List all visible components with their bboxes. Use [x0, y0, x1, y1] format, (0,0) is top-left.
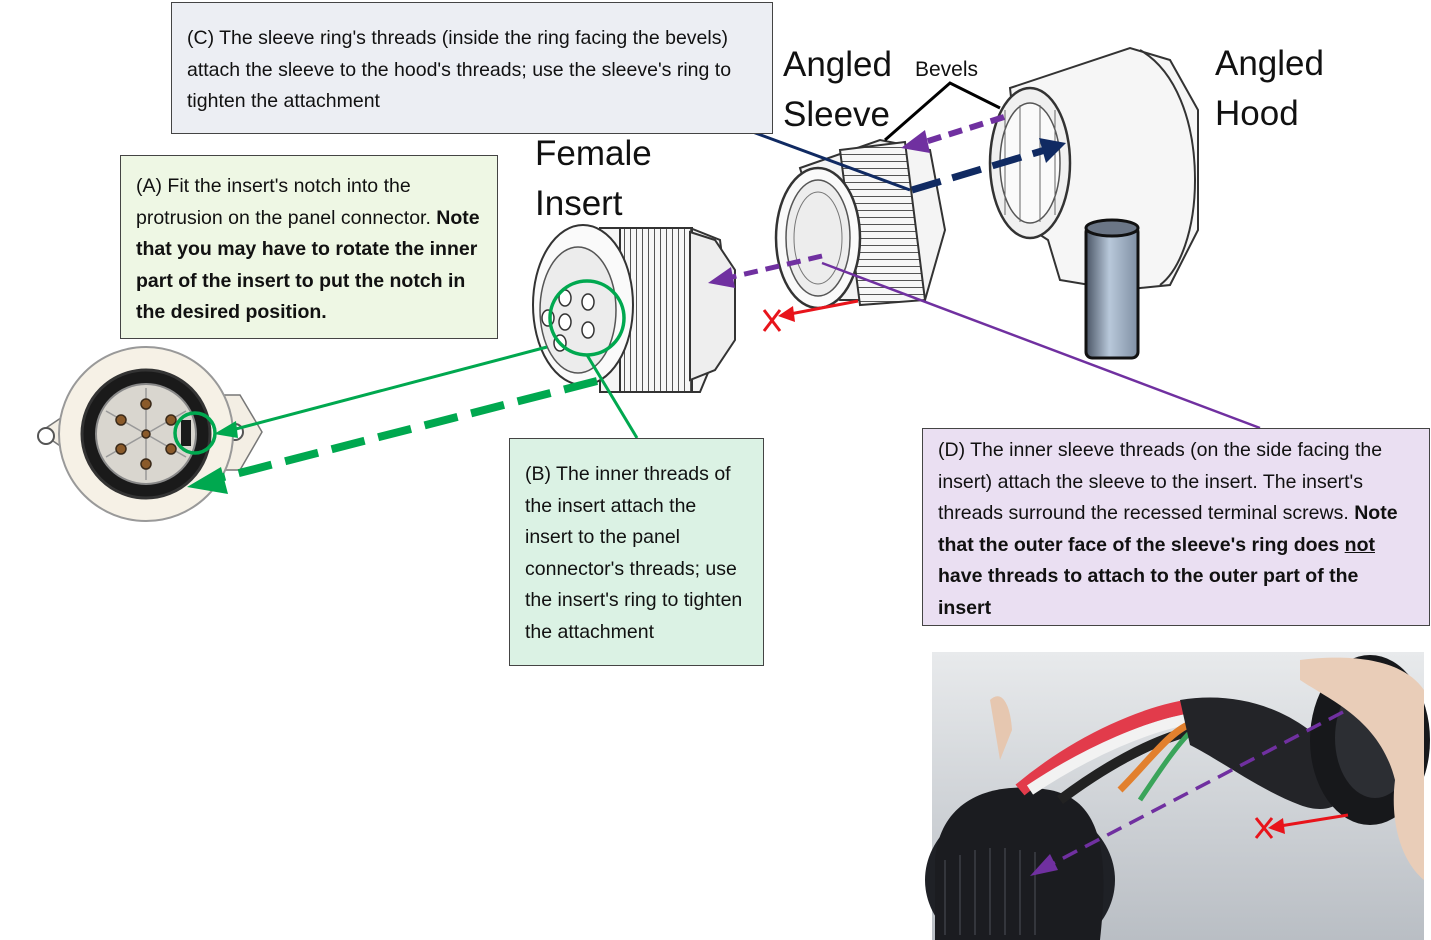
arrow-photo-head: [1030, 854, 1058, 876]
female-insert-drawing: [532, 224, 736, 393]
notch-circle-insert: [548, 279, 626, 357]
label-angled-hood-line2: Hood: [1215, 94, 1299, 133]
arrow-c-dashed: [910, 146, 1047, 194]
callout-a-note: Note that you may have to rotate the inn…: [136, 206, 480, 324]
label-angled-sleeve: Angled Sleeve: [783, 40, 892, 140]
label-female-insert-line2: Insert: [535, 184, 623, 223]
annotation-arrows: [173, 108, 1349, 876]
label-bevels: Bevels: [915, 58, 979, 81]
arrow-bevel-dashed: [924, 114, 1005, 145]
callout-d: (D) The inner sleeve threads (on the sid…: [922, 428, 1430, 626]
arrow-d-dashed: [727, 253, 823, 281]
callout-d-text: (D) The inner sleeve threads (on the sid…: [938, 439, 1383, 524]
notch-circle-panel: [173, 411, 217, 455]
arrow-red-no-threads: [789, 299, 859, 316]
label-female-insert-line1: Female: [535, 134, 652, 173]
leader-b: [585, 354, 639, 439]
panel-connector: [37, 346, 263, 522]
callout-d-note-not: not: [1344, 533, 1375, 556]
callout-d-note-start: Note that the outer face of the sleeve's…: [938, 502, 1398, 556]
arrow-a-green: [231, 345, 548, 432]
red-x-mark: [762, 309, 782, 332]
callout-b: (B) The inner threads of the insert atta…: [509, 438, 764, 666]
arrow-bevel-head: [901, 130, 930, 153]
arrow-a-head: [214, 421, 238, 438]
label-angled-sleeve-line2: Sleeve: [783, 95, 891, 134]
angled-sleeve-drawing: [774, 138, 947, 310]
callout-c-text: (C) The sleeve ring's threads (inside th…: [187, 27, 732, 112]
leader-d: [821, 261, 1261, 430]
arrow-c-head: [1039, 138, 1066, 163]
bevels-pointer: [884, 81, 1001, 142]
callout-d-note-end: have threads to attach to the outer part…: [938, 565, 1359, 619]
label-angled-hood-line1: Angled: [1215, 44, 1324, 83]
red-x-mark-photo: [1254, 817, 1274, 839]
arrow-photo-dashed: [1049, 710, 1344, 867]
label-angled-sleeve-line1: Angled: [783, 45, 892, 84]
arrow-b-head: [187, 467, 228, 494]
callout-b-text: (B) The inner threads of the insert atta…: [525, 463, 743, 643]
arrow-b-green-dashed: [211, 377, 598, 484]
label-female-insert: Female Insert: [535, 129, 652, 229]
callout-a-text: (A) Fit the insert's notch into the prot…: [136, 175, 431, 229]
label-angled-hood: Angled Hood: [1215, 39, 1324, 139]
callout-c: (C) The sleeve ring's threads (inside th…: [171, 2, 773, 134]
arrow-red-photo: [1279, 813, 1349, 828]
callout-a: (A) Fit the insert's notch into the prot…: [120, 155, 498, 339]
assembly-photo: [925, 652, 1430, 940]
arrow-d-head: [708, 267, 735, 288]
angled-hood-drawing: [988, 46, 1199, 360]
